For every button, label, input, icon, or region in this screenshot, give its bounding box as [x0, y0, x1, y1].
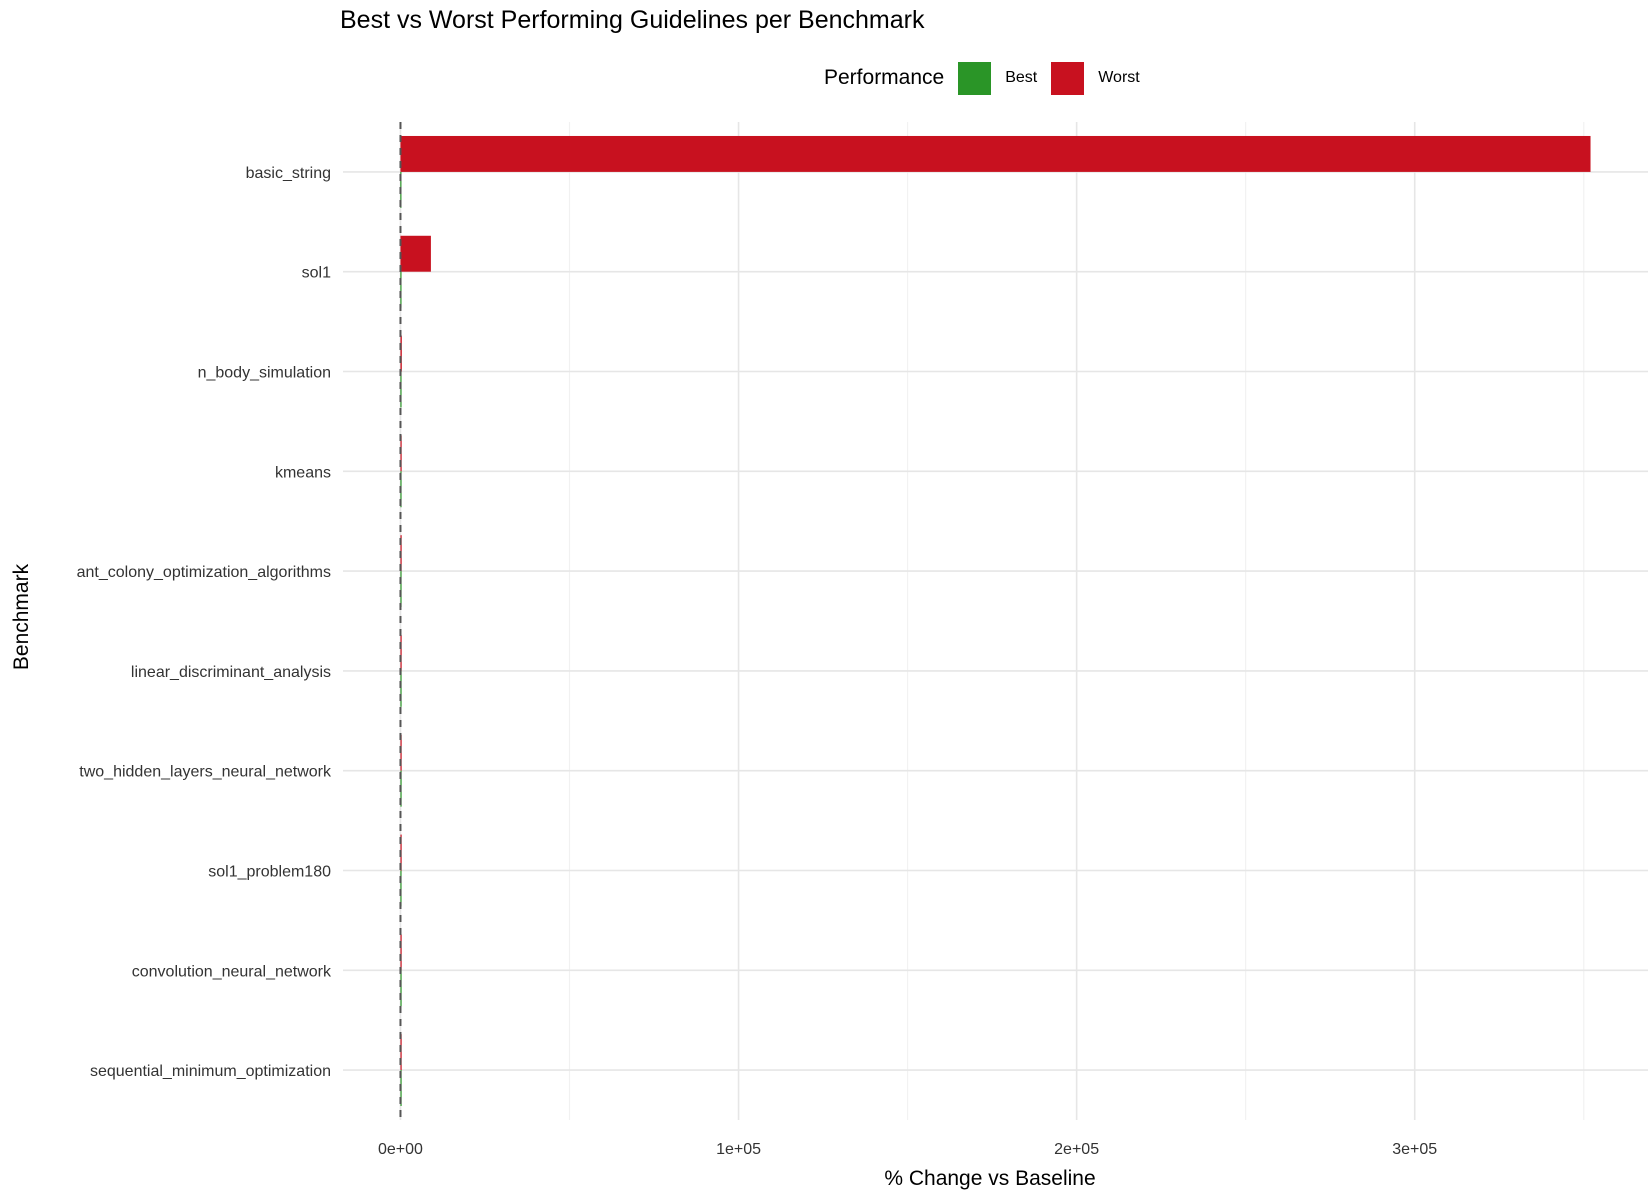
bar-best-convolution-neural-network — [400, 970, 402, 1007]
bar-worst-basic-string — [400, 135, 1591, 172]
y-axis-label: Benchmark — [10, 563, 33, 670]
legend-label-best: Best — [1005, 69, 1038, 86]
y-tick-label-sequential-minimum-optimization: sequential_minimum_optimization — [90, 1063, 331, 1080]
grid — [343, 122, 1648, 1120]
bar-best-sol1-problem180 — [400, 870, 402, 907]
y-tick-label-ant-colony-optimization-algorithms: ant_colony_optimization_algorithms — [77, 564, 331, 581]
legend: Performance Best Worst — [824, 60, 1154, 96]
x-tick-label: 0e+00 — [378, 1141, 423, 1158]
legend-title: Performance — [824, 66, 945, 89]
bar-best-linear-discriminant-analysis — [400, 670, 402, 707]
legend-key-worst — [1051, 61, 1085, 95]
bar-best-ant-colony-optimization-algorithms — [400, 571, 402, 608]
chart-title: Best vs Worst Performing Guidelines per … — [340, 6, 925, 34]
legend-key-best — [958, 61, 992, 95]
x-tick-label: 3e+05 — [1392, 1141, 1437, 1158]
bar-worst-linear-discriminant-analysis — [400, 634, 402, 671]
bar-worst-convolution-neural-network — [400, 934, 402, 971]
x-tick-label: 1e+05 — [716, 1141, 761, 1158]
y-tick-label-sol1-problem180: sol1_problem180 — [208, 864, 331, 881]
y-tick-label-kmeans: kmeans — [275, 464, 331, 481]
y-tick-label-convolution-neural-network: convolution_neural_network — [132, 963, 332, 980]
y-tick-label-basic-string: basic_string — [246, 165, 331, 182]
bar-best-sol1 — [400, 271, 402, 308]
bar-best-n-body-simulation — [400, 371, 402, 408]
y-tick-label-sol1: sol1 — [302, 265, 331, 282]
y-tick-label-n-body-simulation: n_body_simulation — [198, 365, 331, 382]
x-tick-labels: 0e+00 1e+05 2e+05 3e+05 — [378, 1141, 1437, 1158]
y-tick-label-two-hidden-layers-neural-network: two_hidden_layers_neural_network — [79, 764, 332, 781]
bar-worst-sol1 — [400, 235, 431, 272]
bar-worst-sequential-minimum-optimization — [400, 1034, 402, 1071]
y-tick-label-linear-discriminant-analysis: linear_discriminant_analysis — [131, 664, 331, 681]
x-tick-label: 2e+05 — [1054, 1141, 1099, 1158]
x-axis-label: % Change vs Baseline — [884, 1167, 1095, 1190]
bars — [400, 135, 1591, 1107]
bar-worst-n-body-simulation — [400, 335, 402, 372]
legend-label-worst: Worst — [1098, 69, 1140, 86]
